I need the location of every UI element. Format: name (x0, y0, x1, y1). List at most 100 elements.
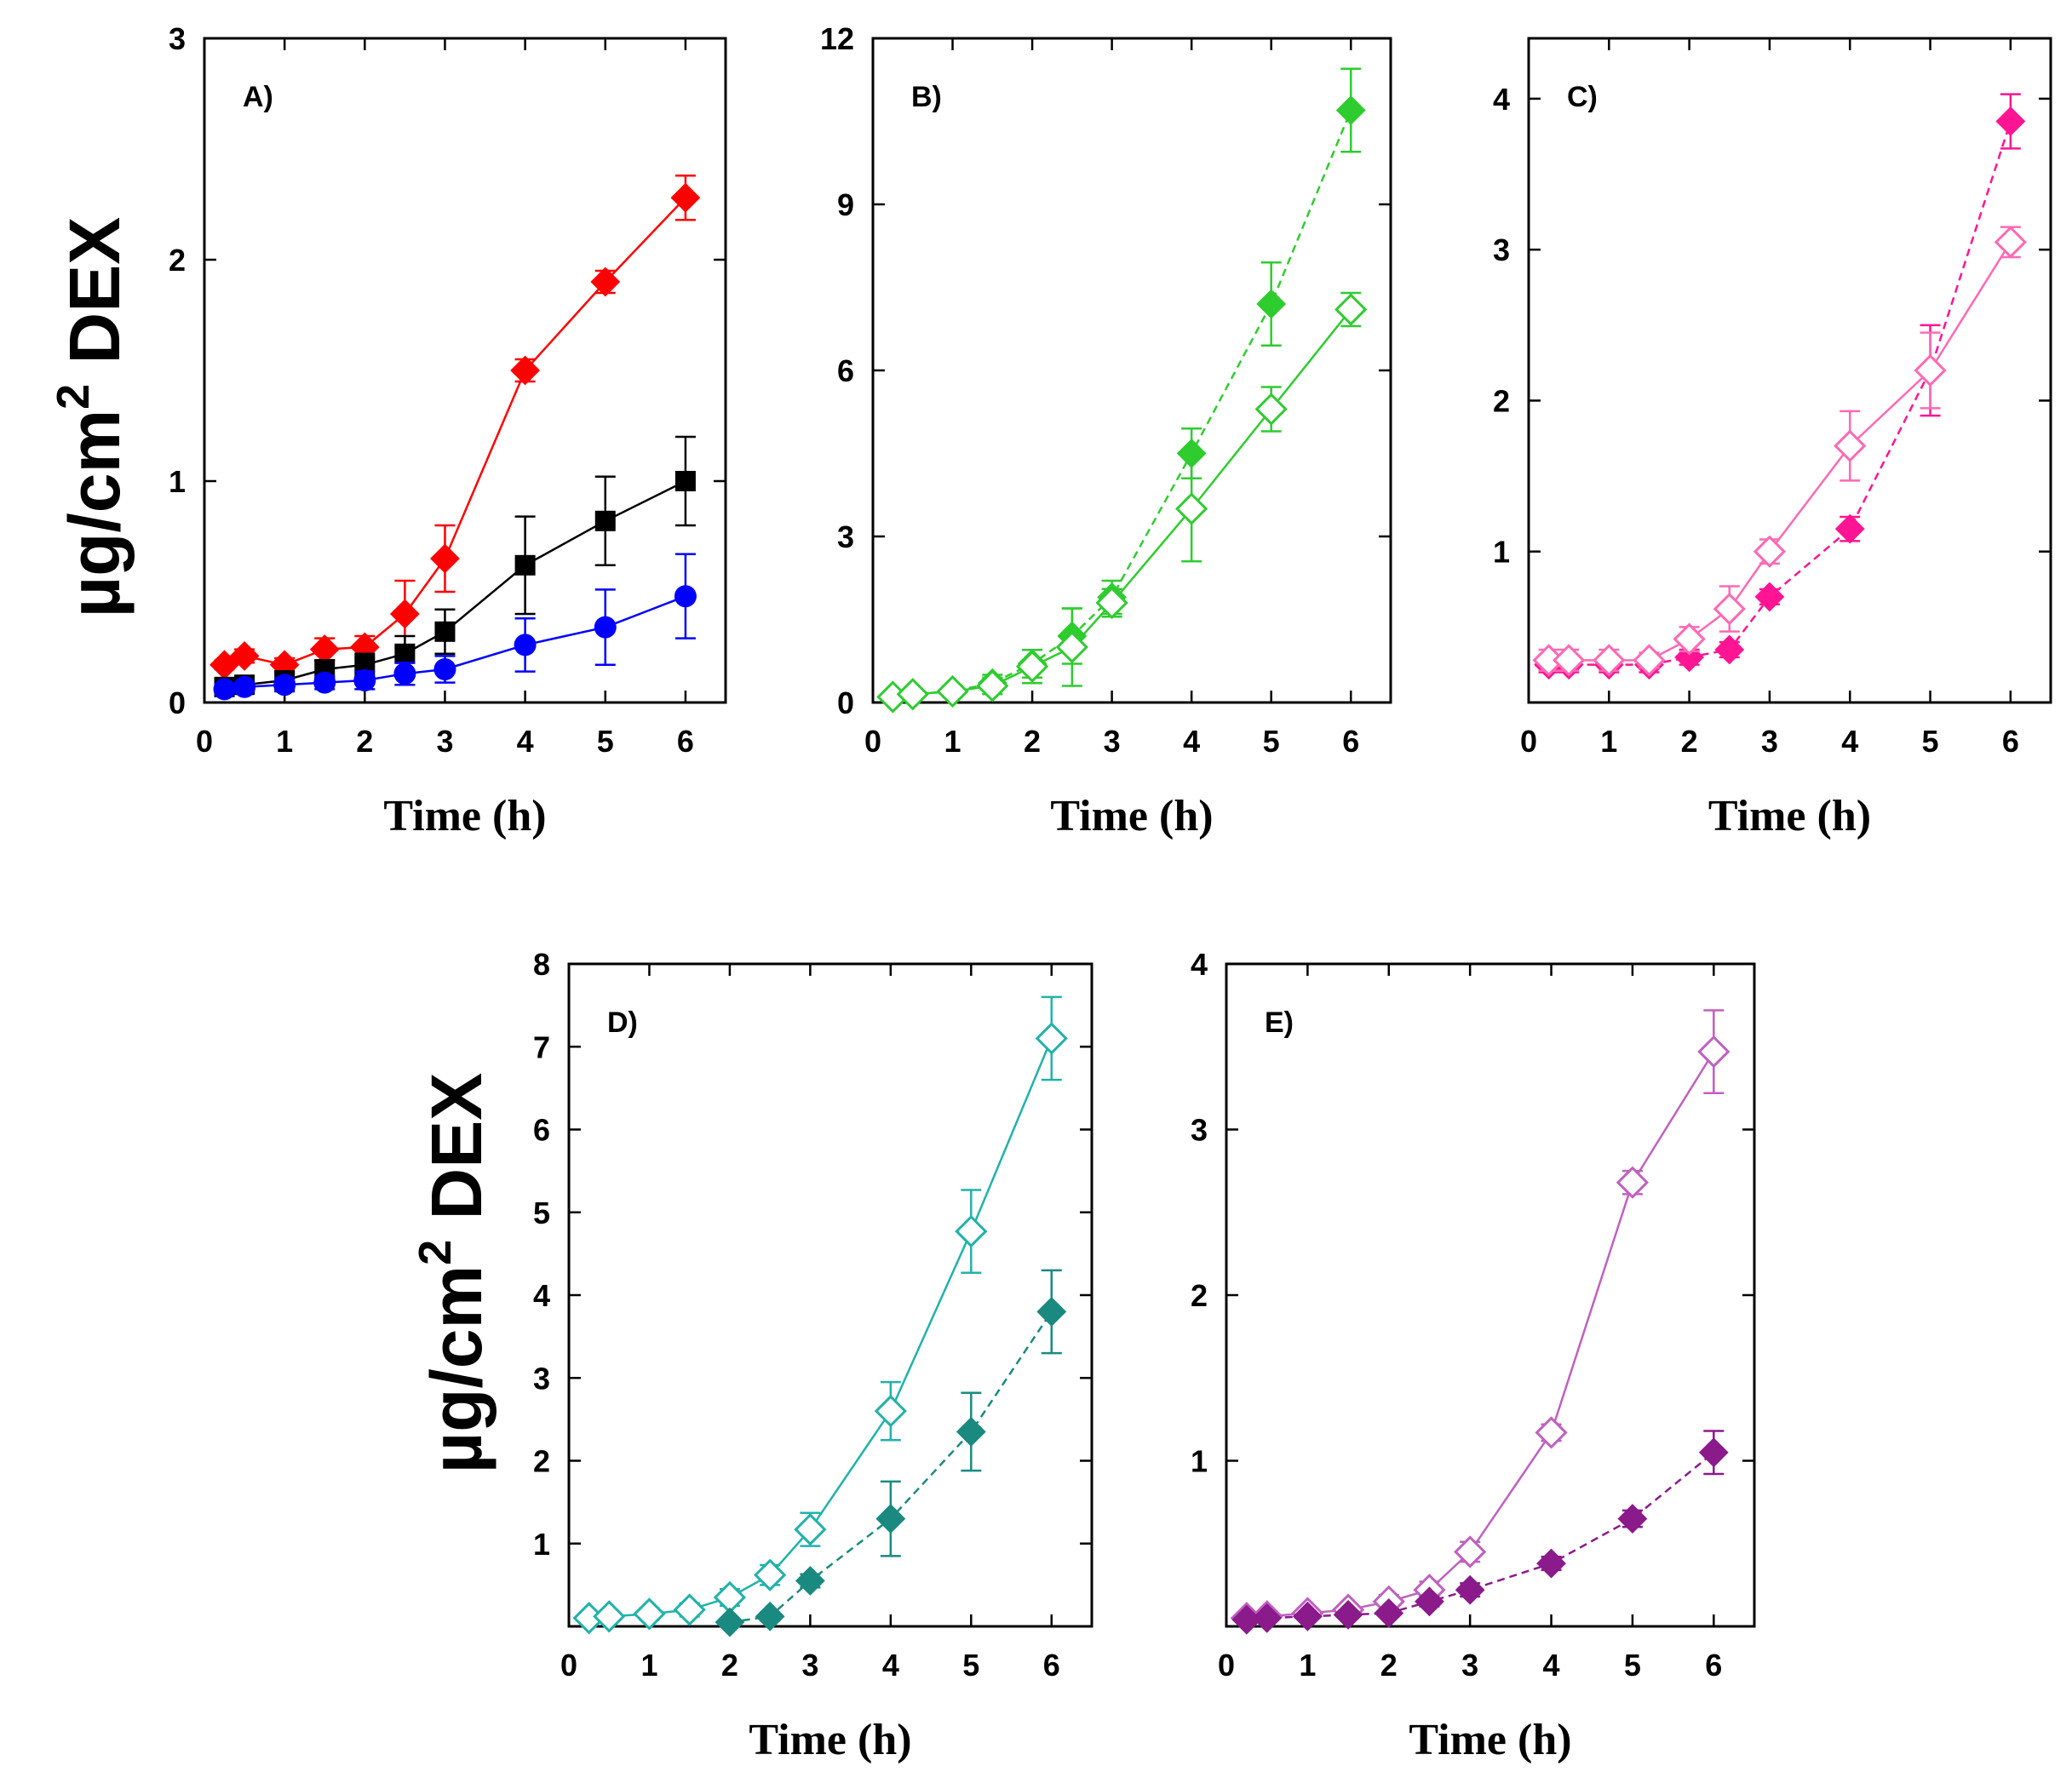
x-tick-label: 0 (196, 724, 213, 759)
x-tick-label: 5 (1922, 724, 1939, 759)
data-point (1553, 644, 1586, 677)
data-point (433, 658, 456, 680)
x-tick-label: 4 (882, 1648, 899, 1683)
data-point (1335, 95, 1366, 125)
data-point (1254, 393, 1288, 426)
series-filled (1231, 1430, 1729, 1635)
data-point (1333, 1599, 1363, 1630)
series-filled (715, 1269, 1067, 1637)
series-line (729, 1310, 1053, 1624)
data-point (1015, 650, 1049, 683)
x-tick-label: 6 (677, 724, 694, 759)
x-tick-label: 1 (276, 724, 293, 759)
y-tick-label: 9 (837, 187, 854, 222)
x-tick-label: 4 (1183, 724, 1200, 759)
plot-frame (1527, 37, 2052, 704)
data-point (1593, 644, 1626, 677)
x-axis-label: Time (h) (1409, 1716, 1571, 1764)
x-tick-label: 6 (1043, 1648, 1060, 1683)
data-point (1673, 622, 1706, 656)
data-point (1995, 106, 2026, 136)
panel-label: E) (1265, 1006, 1294, 1039)
data-point (755, 1601, 785, 1631)
data-point (590, 267, 621, 297)
data-point (794, 1513, 827, 1546)
x-tick-label: 4 (517, 724, 534, 759)
data-point (1292, 1601, 1323, 1631)
data-point (510, 355, 541, 386)
data-point (213, 678, 236, 701)
x-tick-label: 2 (1380, 1648, 1398, 1683)
x-tick-label: 1 (944, 724, 961, 759)
x-tick-label: 1 (1600, 724, 1617, 759)
series-line (224, 197, 686, 667)
data-point (434, 621, 456, 642)
data-point (1035, 1022, 1068, 1055)
y-tick-label: 8 (533, 947, 550, 982)
data-point (233, 675, 256, 698)
plot-frame (203, 37, 727, 704)
y-tick-label: 1 (533, 1527, 550, 1562)
series-line (893, 308, 1352, 698)
x-tick-label: 0 (1218, 1648, 1235, 1683)
data-point (1334, 293, 1368, 326)
data-point (875, 1504, 906, 1534)
data-point (936, 674, 969, 708)
data-point (1535, 1416, 1568, 1449)
data-point (594, 616, 617, 639)
data-point (1753, 535, 1787, 568)
series-line (588, 1038, 1053, 1620)
data-point (1698, 1437, 1729, 1468)
series-line (224, 595, 686, 691)
y-tick-label: 2 (169, 243, 186, 278)
series-blue (213, 553, 697, 701)
data-point (1714, 634, 1745, 665)
data-point (313, 671, 336, 694)
data-point (674, 471, 696, 491)
x-tick-label: 0 (1520, 724, 1537, 759)
series-line (224, 479, 686, 689)
x-tick-label: 6 (1705, 1648, 1722, 1683)
data-point (1256, 289, 1287, 319)
x-tick-label: 3 (1104, 724, 1121, 759)
data-point (393, 662, 416, 685)
data-point (1175, 492, 1208, 525)
data-point (389, 599, 420, 629)
data-point (273, 674, 296, 697)
x-tick-label: 2 (1681, 724, 1698, 759)
series-open (876, 291, 1368, 714)
y-tick-label: 6 (533, 1113, 550, 1148)
data-point (1055, 630, 1088, 664)
data-point (1834, 429, 1867, 462)
panel-label: A) (243, 81, 273, 113)
y-tick-label: 2 (1191, 1278, 1208, 1313)
x-tick-label: 6 (1342, 724, 1359, 759)
data-point (976, 669, 1009, 702)
y-tick-label: 3 (169, 21, 186, 56)
data-point (633, 1597, 666, 1631)
x-tick-label: 0 (560, 1648, 577, 1683)
data-point (674, 585, 697, 608)
y-tick-label: 1 (1191, 1444, 1208, 1479)
data-point (956, 1417, 986, 1447)
data-point (593, 1600, 626, 1633)
x-tick-label: 5 (1624, 1648, 1641, 1683)
y-axis-label-bottom: µg/cm2 DEX (410, 1073, 496, 1474)
y-tick-label: 4 (1191, 947, 1208, 982)
x-axis-label: Time (h) (383, 792, 546, 840)
data-point (1633, 644, 1666, 677)
y-tick-label: 7 (533, 1029, 550, 1064)
y-tick-label: 1 (1493, 535, 1510, 570)
data-point (754, 1558, 787, 1591)
y-tick-label: 3 (837, 519, 854, 554)
x-tick-label: 1 (1299, 1648, 1316, 1683)
y-tick-label: 0 (837, 685, 854, 720)
x-tick-label: 2 (356, 724, 373, 759)
y-tick-label: 12 (820, 21, 854, 56)
series-open (1532, 226, 2027, 677)
data-point (1454, 1535, 1487, 1568)
data-point (514, 554, 536, 576)
data-point (514, 634, 537, 657)
x-tick-label: 3 (1761, 724, 1778, 759)
